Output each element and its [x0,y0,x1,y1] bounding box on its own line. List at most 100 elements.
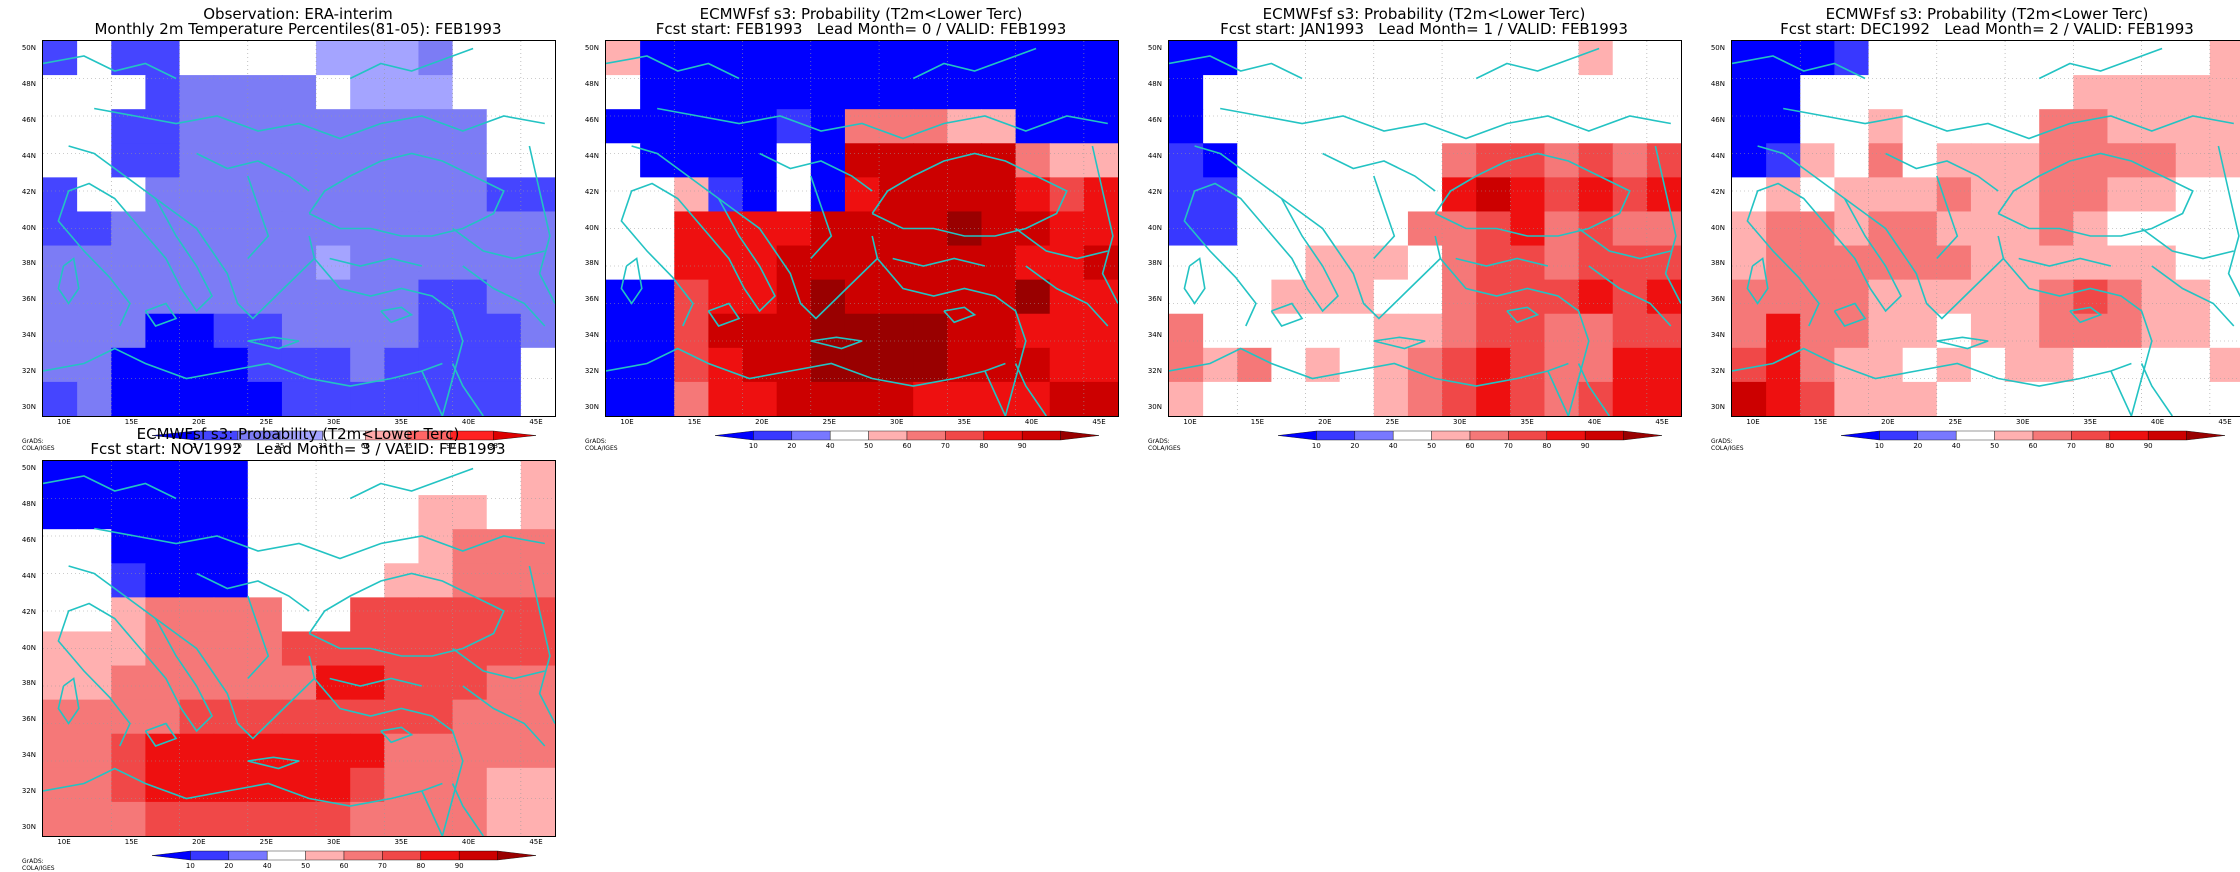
grid-cell [1083,75,1118,110]
coastline [620,257,643,305]
coastline [1475,47,1600,80]
grid-cell [708,75,744,110]
grid-cell [43,245,78,281]
grid-cell [2073,381,2109,416]
grid-cell [1970,75,2006,110]
grid-cell [810,75,846,110]
grid-cell [350,529,385,564]
lat-label: 38N [1710,259,1725,268]
grid-cell [1476,279,1511,315]
grid-cell [1339,245,1375,281]
grid-cell [1868,381,1904,416]
colorbar-swatch [829,430,869,441]
colorbar-label: 20 [1350,442,1360,450]
grid-cell [316,801,351,836]
lat-label: 34N [584,331,599,340]
grid-cell [520,563,555,598]
grid-cell [452,767,488,803]
coastline [1506,306,1540,324]
grid-cell [145,495,181,530]
grid-cell [2141,177,2177,213]
grid-cell [316,279,351,315]
grid-cell [486,75,522,110]
grid-cell [111,347,146,383]
grid-cell [1612,347,1648,383]
colorbar-label: 40 [1951,442,1961,450]
grid-cell [810,177,846,213]
panel-title: Observation: ERA-interim [203,5,393,23]
grid-cell [179,75,215,110]
grid-cell [1169,143,1204,178]
lat-label: 40N [1147,223,1162,232]
grid-cell [213,733,249,769]
grid-cell [844,347,880,383]
grid-cell [520,767,555,803]
grid-cell [1510,177,1546,213]
grid-cell [1578,245,1614,281]
grid-cell [247,143,283,178]
coastline [1322,152,1436,192]
coastline [810,336,863,350]
grid-cell [1339,381,1375,416]
grid-cell [742,313,778,349]
lon-label: 20E [1318,418,1332,426]
grid-cell [145,381,181,416]
grid-cell [1442,313,1477,349]
lon-label: 40E [1024,418,1039,426]
grid-cell [776,313,812,349]
grid-cell [879,313,914,349]
colorbar-label: 50 [864,442,874,450]
grid-cell [281,347,317,383]
lat-label: 46N [1147,115,1162,124]
grid-cell [1612,381,1648,416]
colorbar-swatch [228,850,268,861]
grid-cell [1970,347,2006,383]
colorbar-label: 90 [1580,442,1590,450]
grid-cell [2141,75,2177,110]
grid-cell [247,529,283,564]
grid-cell [1544,177,1580,213]
grid-cell [77,143,112,178]
grid-cell [776,41,812,76]
coastline [1220,107,1671,140]
grid-cell [213,665,249,701]
grid-cell [1868,313,1904,349]
grid-cell [1544,75,1580,110]
grid-cell [1015,177,1051,213]
grid-cell [247,597,283,633]
grid-cell [742,381,778,416]
grid-cell [350,699,385,735]
grid-cell [350,733,385,769]
coastline [1434,152,1631,237]
grid-cell [606,109,641,144]
grid-cell [2107,177,2143,213]
grid-cell [1868,279,1904,315]
grid-cell [1203,381,1238,416]
grid-cell [1578,279,1614,315]
grid-cell [520,529,555,564]
lon-label: 20E [755,418,769,426]
grid-cell [1936,109,1972,144]
lat-label: 42N [21,187,36,196]
grid-cell [486,563,522,598]
grads-credit: GrADS: COLA/IGES [1711,438,1744,452]
grid-cell [2005,347,2040,383]
grid-cell [77,597,112,633]
grid-cell [1305,381,1341,416]
lon-label: 40E [461,838,476,846]
colorbar-label: 70 [940,442,950,450]
grid-cell [1049,143,1085,178]
colorbar-swatch [2071,430,2110,441]
grid-cell [947,245,983,281]
grid-cell [213,801,249,836]
grid-cell [2209,75,2240,110]
coastline [810,175,833,260]
grid-cell [2005,279,2040,315]
grid-cell [1970,245,2006,281]
grid-cell [316,733,351,769]
lat-label: 34N [21,751,36,760]
map-frame [1168,40,1682,417]
grid-cell [1015,143,1051,178]
grid-cell [2073,177,2109,213]
coastline [620,145,776,327]
